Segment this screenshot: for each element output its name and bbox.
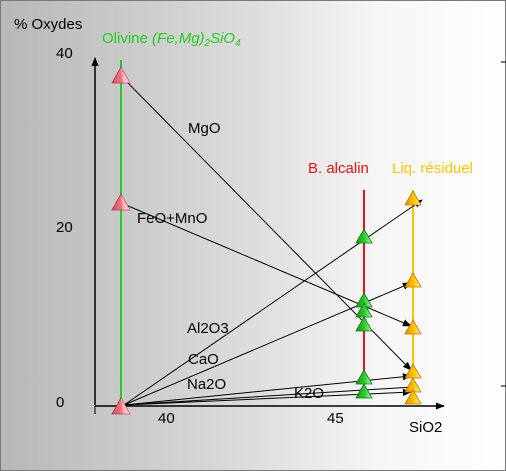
basalt-marker xyxy=(355,369,373,385)
basalt-marker xyxy=(355,383,373,399)
y-tick-label: 40 xyxy=(56,45,73,62)
residual-marker xyxy=(404,319,422,335)
residual-markers xyxy=(404,190,422,405)
residual-marker xyxy=(404,190,422,206)
y-tick-label: 0 xyxy=(56,394,64,411)
x-axis-label: SiO2 xyxy=(409,419,442,436)
oxide-label-feo-mno: FeO+MnO xyxy=(137,210,207,227)
olivine-column-title: Olivine (Fe,Mg)2SiO4 xyxy=(102,30,241,49)
olivine-markers xyxy=(111,66,131,415)
basalt-markers xyxy=(355,228,373,399)
oxide-label-cao: CaO xyxy=(188,351,219,368)
olivine-origin-marker xyxy=(111,397,131,415)
x-tick-label: 45 xyxy=(327,410,344,427)
x-tick-label: 40 xyxy=(158,410,175,427)
al2o3-arrow xyxy=(123,199,423,406)
oxide-label-k2o: K2O xyxy=(294,385,324,402)
olivine-feo-marker xyxy=(111,193,131,211)
oxide-label-mgo: MgO xyxy=(188,120,221,137)
y-axis-label: % Oxydes xyxy=(14,16,82,33)
residual-column-title: Liq. résiduel xyxy=(392,160,473,177)
y-tick-label: 20 xyxy=(56,219,73,236)
residual-marker xyxy=(404,272,422,288)
basalt-marker xyxy=(355,316,373,332)
basalt-column-title: B. alcalin xyxy=(308,160,369,177)
arrow-group xyxy=(123,80,423,406)
basalt-marker xyxy=(355,228,373,244)
residual-marker xyxy=(404,389,422,405)
oxide-label-na2o: Na2O xyxy=(187,376,226,393)
oxide-label-al2o3: Al2O3 xyxy=(187,320,229,337)
olivine-mgo-marker xyxy=(111,66,131,84)
